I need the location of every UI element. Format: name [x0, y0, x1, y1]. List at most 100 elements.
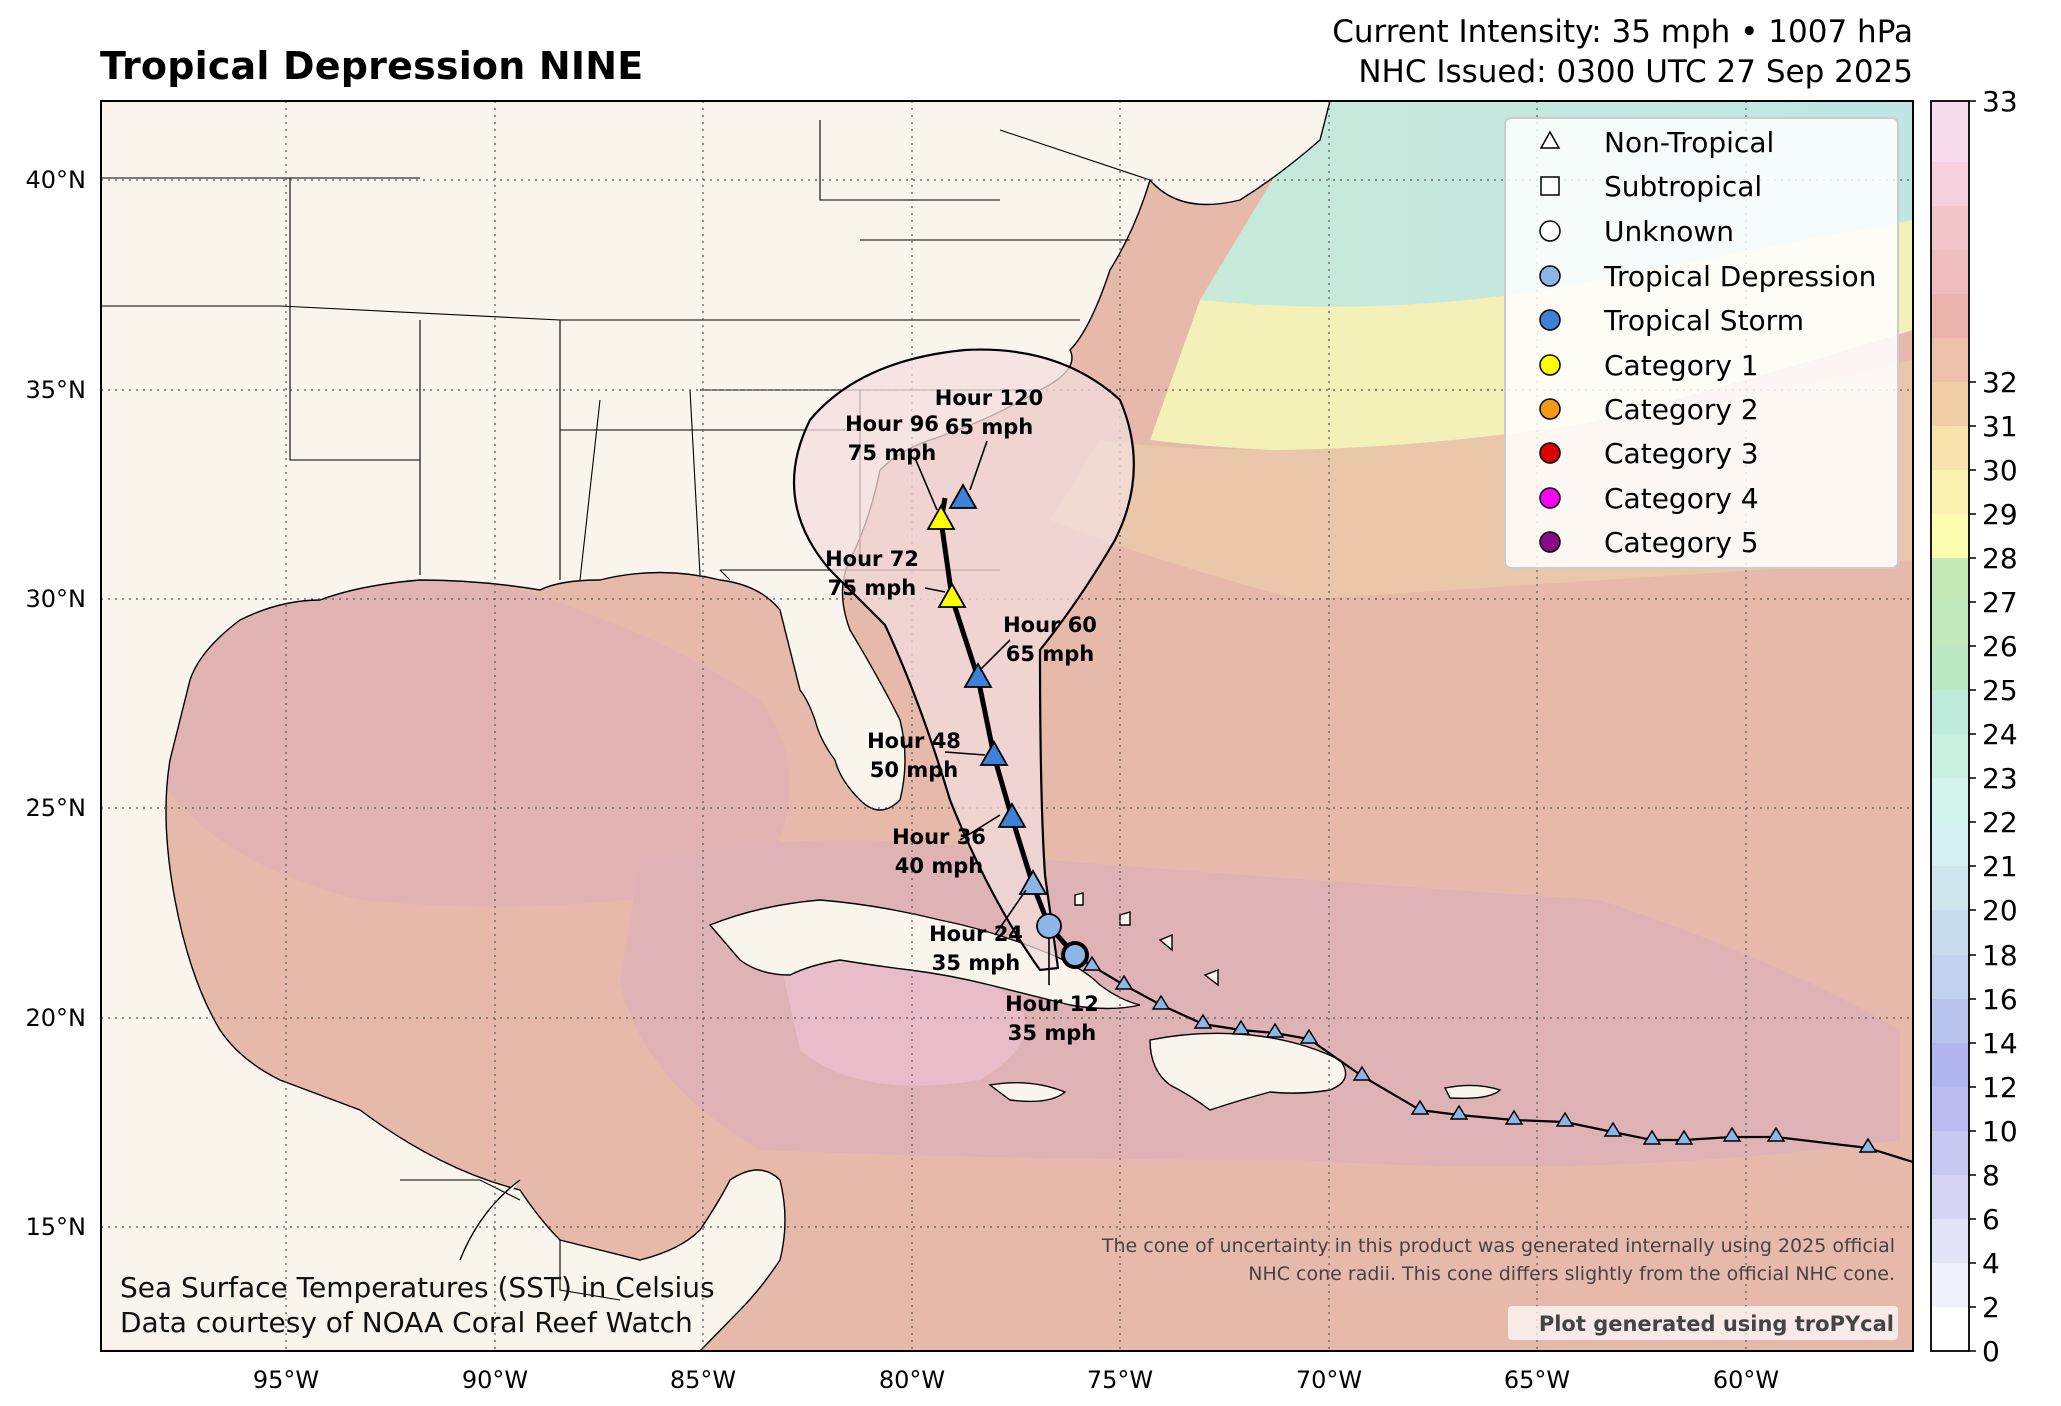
colorbar-tick: 14: [1982, 1027, 2018, 1060]
colorbar-tick: 18: [1982, 939, 2018, 972]
colorbar-tick: 30: [1982, 454, 2018, 487]
lon-label: 95°W: [253, 1366, 319, 1394]
colorbar-tick: 32: [1982, 366, 2018, 399]
circle-icon: [1539, 220, 1561, 242]
hour-72-wind: 75 mph: [828, 576, 916, 600]
legend-label: Tropical Depression: [1603, 260, 1876, 293]
colorbar-tick: 6: [1982, 1203, 2000, 1236]
lat-label: 25°N: [26, 794, 87, 822]
colorbar-tick: 26: [1982, 630, 2018, 663]
colorbar-tick: 12: [1982, 1071, 2018, 1104]
label-leaders: [914, 440, 1050, 985]
hour-120-wind: 65 mph: [945, 415, 1033, 439]
credit-text: Plot generated using troPYcal: [1539, 1312, 1894, 1336]
credit-box: [1508, 1306, 1898, 1340]
sst-note: Sea Surface Temperatures (SST) in Celsiu…: [120, 1271, 715, 1339]
lat-label: 15°N: [26, 1213, 87, 1241]
legend-label: Category 1: [1604, 349, 1759, 382]
colorbar-tick: 8: [1982, 1159, 2000, 1192]
current-intensity: Current Intensity: 35 mph • 1007 hPa: [1332, 14, 1913, 50]
forecast-markers: [926, 483, 1089, 969]
colorbar-tick: 27: [1982, 586, 2018, 619]
hour-72-label: Hour 72: [825, 547, 919, 571]
colorbar-tick: 28: [1982, 542, 2018, 575]
lat-label: 35°N: [26, 376, 87, 404]
legend-label: Non-Tropical: [1604, 126, 1774, 159]
cone-note-line1: The cone of uncertainty in this product …: [1101, 1235, 1895, 1257]
triangle-icon: [1539, 130, 1561, 149]
cone-disclaimer: The cone of uncertainty in this product …: [1101, 1235, 1895, 1285]
circle-icon: [1539, 265, 1561, 287]
hour-60-marker: [963, 662, 993, 688]
colorbar-tick: 24: [1982, 718, 2018, 751]
map-title: Tropical Depression NINE: [100, 44, 644, 88]
lon-label: 65°W: [1504, 1366, 1570, 1394]
hour-12-marker: [1036, 913, 1062, 939]
colorbar-tick: 10: [1982, 1115, 2018, 1148]
circle-icon: [1539, 309, 1561, 331]
lon-label: 75°W: [1087, 1366, 1153, 1394]
cone-note-line2: NHC cone radii. This cone differs slight…: [1248, 1263, 1895, 1285]
legend-label: Category 5: [1604, 526, 1759, 559]
legend-label: Tropical Storm: [1603, 304, 1804, 337]
hour-120-label: Hour 120: [935, 386, 1043, 410]
lon-label: 60°W: [1713, 1366, 1779, 1394]
circle-icon: [1539, 442, 1561, 464]
hour-48-wind: 50 mph: [870, 758, 958, 782]
hour-12-wind: 35 mph: [1008, 1021, 1096, 1045]
hour-12-label: Hour 12: [1005, 992, 1099, 1016]
legend-label: Category 2: [1604, 393, 1759, 426]
hour-60-wind: 65 mph: [1006, 642, 1094, 666]
colorbar-tick: 0: [1982, 1335, 2000, 1368]
colorbar-tick: 2: [1982, 1291, 2000, 1324]
colorbar-tick: 22: [1982, 806, 2018, 839]
lon-label: 85°W: [670, 1366, 736, 1394]
hour-72-marker: [937, 582, 967, 608]
hour-120-marker: [948, 483, 978, 509]
circle-icon: [1539, 398, 1561, 420]
lat-label: 20°N: [26, 1004, 87, 1032]
colorbar-tick: 25: [1982, 674, 2018, 707]
hour-60-label: Hour 60: [1003, 613, 1097, 637]
colorbar-tick: 23: [1982, 762, 2018, 795]
hour-48-label: Hour 48: [867, 729, 961, 753]
colorbar-tick: 20: [1982, 894, 2018, 927]
hour-96-wind: 75 mph: [848, 441, 936, 465]
hour-96-label: Hour 96: [845, 412, 939, 436]
sst-note-line2: Data courtesy of NOAA Coral Reef Watch: [120, 1306, 693, 1339]
sst-note-line1: Sea Surface Temperatures (SST) in Celsiu…: [120, 1271, 715, 1304]
legend-label: Category 3: [1604, 437, 1759, 470]
circle-icon: [1539, 531, 1561, 553]
latitude-labels: 40°N 35°N 30°N 25°N 20°N 15°N: [26, 166, 87, 1241]
hour-24-label: Hour 24: [929, 922, 1023, 946]
colorbar-tick: 4: [1982, 1247, 2000, 1280]
lon-label: 70°W: [1296, 1366, 1362, 1394]
hour-36-wind: 40 mph: [895, 854, 983, 878]
hour-36-label: Hour 36: [892, 825, 986, 849]
forecast-labels: Hour 12 35 mph Hour 24 35 mph Hour 36 40…: [825, 386, 1099, 1045]
lon-label: 80°W: [879, 1366, 945, 1394]
hour-24-marker: [1018, 869, 1048, 895]
sst-colorbar: 0 2 4 6 8 10 12 14 16 18 20 21 22 23 24 …: [1930, 85, 2018, 1368]
land: [101, 101, 1502, 1351]
colorbar-tick: 31: [1982, 410, 2018, 443]
legend-label: Subtropical: [1604, 170, 1762, 203]
legend: Non-Tropical Subtropical Unknown Tropica…: [1504, 117, 1899, 569]
hour-36-marker: [997, 802, 1027, 828]
legend-label: Unknown: [1604, 215, 1734, 248]
circle-icon: [1539, 487, 1561, 509]
colorbar-tick: 21: [1982, 850, 2018, 883]
lon-label: 90°W: [462, 1366, 528, 1394]
graticule: [101, 101, 1913, 1351]
square-icon: [1540, 176, 1560, 196]
lat-label: 40°N: [26, 166, 87, 194]
past-track-markers: [1082, 955, 1878, 1153]
current-position-marker: [1061, 941, 1089, 969]
hour-48-marker: [979, 740, 1009, 766]
hour-96-marker: [926, 504, 956, 530]
lat-label: 30°N: [26, 585, 87, 613]
circle-icon: [1539, 354, 1561, 376]
nhc-issued-time: NHC Issued: 0300 UTC 27 Sep 2025: [1358, 54, 1913, 90]
colorbar-tick: 16: [1982, 983, 2018, 1016]
